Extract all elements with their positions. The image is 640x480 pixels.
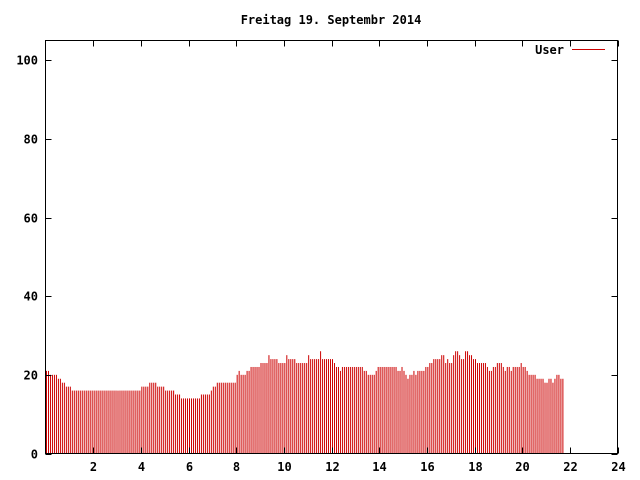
x-tick-label: 6 [186, 460, 193, 474]
y-tick-label: 0 [31, 448, 38, 462]
y-tick-label: 100 [16, 54, 38, 68]
x-tick-label: 16 [420, 460, 434, 474]
x-tick-label: 2 [90, 460, 97, 474]
legend-label: User [535, 43, 564, 57]
chart-title: Freitag 19. Septembr 2014 [241, 13, 422, 27]
y-tick-label: 60 [24, 212, 38, 226]
y-tick-label: 80 [24, 133, 38, 147]
y-axis: 0 20 40 60 80 100 [16, 54, 618, 462]
y-tick-label: 40 [24, 290, 38, 304]
y-tick-label: 20 [24, 369, 38, 383]
legend: User [535, 43, 605, 57]
x-tick-label: 12 [325, 460, 339, 474]
x-axis: 2 4 6 8 10 12 14 16 18 20 22 24 [90, 40, 626, 474]
x-tick-label: 22 [563, 460, 577, 474]
x-tick-label: 14 [372, 460, 386, 474]
bars [46, 351, 564, 454]
x-tick-label: 10 [277, 460, 291, 474]
plot-frame [45, 40, 618, 454]
x-tick-label: 24 [611, 460, 625, 474]
x-tick-label: 4 [138, 460, 145, 474]
x-tick-label: 20 [515, 460, 529, 474]
x-tick-label: 18 [468, 460, 482, 474]
x-tick-label: 8 [233, 460, 240, 474]
